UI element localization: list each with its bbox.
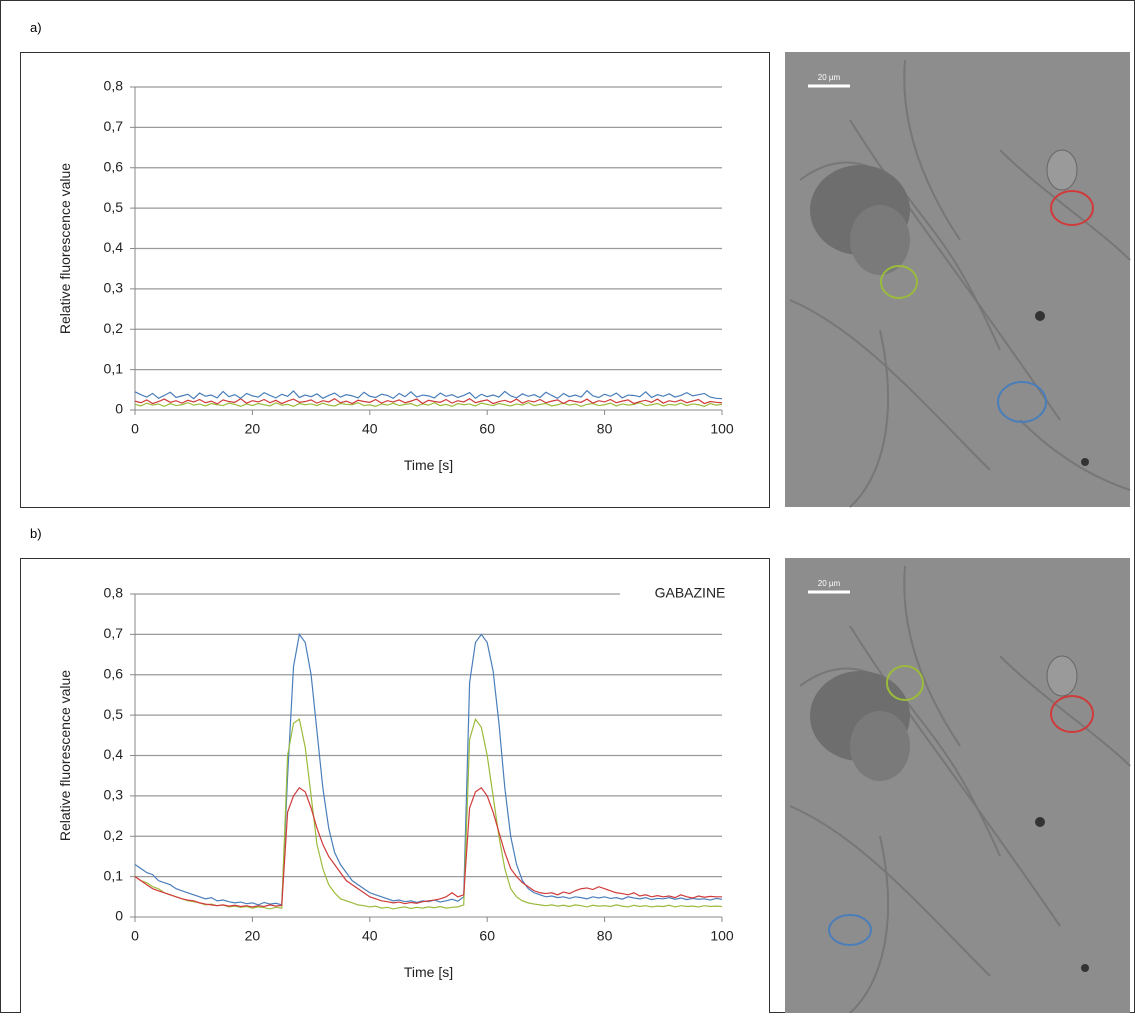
x-axis-label: Time [s] [404,457,453,473]
y-tick-label: 0,5 [104,706,124,722]
y-tick-label: 0 [115,401,123,417]
scale-bar-label: 20 µm [818,73,841,82]
scale-bar-label: 20 µm [818,579,841,588]
y-tick-label: 0,8 [104,585,124,601]
micrograph: 20 µm [785,558,1131,1014]
y-tick-label: 0,3 [104,787,124,803]
x-tick-label: 0 [131,928,139,944]
x-tick-label: 80 [597,928,613,944]
y-tick-label: 0,7 [104,625,124,641]
series-line [134,786,722,908]
y-axis-label: Relative fluorescence value [57,163,73,334]
x-tick-label: 100 [710,928,734,944]
chart-frame [20,558,770,1014]
x-tick-label: 80 [597,421,613,437]
panel-label: b) [30,526,42,541]
x-tick-label: 40 [362,421,378,437]
panel-label: a) [30,20,42,35]
y-tick-label: 0,2 [104,827,124,843]
y-tick-label: 0,1 [104,360,124,376]
x-tick-label: 100 [710,421,734,437]
y-tick-label: 0,5 [104,199,124,215]
annotation-bg [620,584,725,604]
series-line [134,402,723,408]
y-tick-label: 0,8 [104,78,124,94]
y-tick-label: 0,1 [104,867,124,883]
y-tick-label: 0,6 [104,665,124,681]
series-line [134,389,723,400]
y-tick-label: 0,4 [104,746,124,762]
x-tick-label: 20 [245,928,261,944]
series-line [134,717,723,910]
y-tick-label: 0,6 [104,158,124,174]
annotation: GABAZINE [655,585,726,601]
y-tick-label: 0,4 [104,239,124,255]
y-tick-label: 0,2 [104,320,124,336]
y-tick-label: 0 [115,908,123,924]
x-tick-label: 60 [479,928,495,944]
x-tick-label: 40 [362,928,378,944]
x-axis-label: Time [s] [404,964,453,980]
series-line [134,632,723,906]
series-line [134,397,723,405]
y-tick-label: 0,3 [104,280,124,296]
chart-frame [20,52,770,508]
y-axis-label: Relative fluorescence value [57,670,73,841]
x-tick-label: 0 [131,421,139,437]
x-tick-label: 60 [479,421,495,437]
micrograph: 20 µm [785,52,1131,508]
x-tick-label: 20 [245,421,261,437]
y-tick-label: 0,7 [104,118,124,134]
